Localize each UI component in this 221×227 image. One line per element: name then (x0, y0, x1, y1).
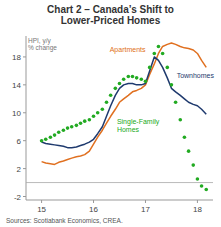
y-tick-label: 10 (12, 109, 21, 118)
x-tick (197, 200, 198, 203)
series-label: Apartments (110, 46, 146, 54)
series-point (161, 52, 165, 56)
series-point (196, 177, 200, 181)
y-tick-label: 6 (17, 137, 22, 146)
x-tick-label: 15 (37, 205, 46, 214)
series-point (57, 131, 61, 135)
plot-area (26, 43, 213, 191)
series-point (44, 137, 48, 141)
series-point (157, 45, 161, 49)
series-point (165, 66, 169, 70)
series-point (144, 80, 148, 84)
series-point (114, 87, 118, 91)
series-point (70, 125, 74, 129)
series-point (191, 163, 195, 167)
series-point (170, 83, 174, 87)
series-point (75, 124, 79, 128)
y-tick-label: 14 (12, 81, 21, 90)
text-line: Lower-Priced Homes (61, 15, 161, 26)
series-label: Single-FamilyHomes (117, 118, 160, 133)
series-point (79, 121, 83, 125)
text-line: % change (28, 44, 57, 52)
y-tick-label: -2 (14, 193, 22, 202)
series-point (40, 139, 44, 143)
source: Sources: Scotiabank Economics, CREA. (6, 217, 123, 224)
series-point (140, 77, 144, 81)
x-tick-label: 18 (193, 205, 202, 214)
title: Chart 2 – Canada’s Shift toLower-Priced … (47, 4, 174, 26)
series-label: Townhomes (177, 72, 215, 79)
series-point (88, 118, 92, 122)
series-point (101, 107, 105, 111)
series-point (187, 149, 191, 153)
y-tick (23, 56, 26, 57)
series-point (109, 94, 113, 98)
series-point (174, 100, 178, 104)
x-tick (41, 200, 42, 203)
series-point (200, 184, 204, 188)
x-tick-label: 16 (89, 205, 98, 214)
text-line: Homes (117, 126, 140, 133)
series-point (148, 66, 152, 70)
series-point (122, 77, 126, 81)
text-line: Single-Family (117, 118, 160, 126)
x-axis-line (26, 200, 213, 201)
axes: -2 2 6 10 14 18 15 16 17 18 (12, 36, 213, 214)
y-tick (23, 84, 26, 85)
y-tick (23, 140, 26, 141)
text-line: Townhomes (177, 72, 215, 79)
x-tick (145, 200, 146, 203)
series-point (204, 188, 208, 192)
y-tick-label: 2 (17, 165, 22, 174)
reference-line (26, 182, 213, 183)
series-line (42, 57, 207, 148)
series-point (135, 76, 139, 80)
series-point (178, 118, 182, 122)
series-line (42, 43, 207, 164)
series-point (131, 75, 135, 79)
text-line: Apartments (110, 46, 146, 54)
y-tick-label: 18 (12, 53, 21, 62)
series-point (118, 82, 122, 86)
series-point (105, 100, 109, 104)
series-point (92, 114, 96, 118)
series-point (66, 126, 70, 130)
y-tick (23, 196, 26, 197)
y-tick (23, 168, 26, 169)
x-tick (93, 200, 94, 203)
y-tick (23, 112, 26, 113)
series-point (96, 111, 100, 115)
text-line: Chart 2 – Canada’s Shift to (47, 4, 174, 15)
series-point (153, 52, 157, 56)
series-point (62, 128, 66, 132)
series-point (127, 75, 131, 79)
y-axis-line (26, 36, 27, 200)
x-tick-label: 17 (141, 205, 150, 214)
chart: Chart 2 – Canada’s Shift toLower-Priced … (0, 0, 221, 227)
series-point (83, 119, 87, 123)
series-point (53, 133, 57, 137)
series-point (183, 135, 187, 139)
series-point (49, 135, 53, 139)
y-axis-label: HPI, y/y% change (28, 37, 57, 52)
